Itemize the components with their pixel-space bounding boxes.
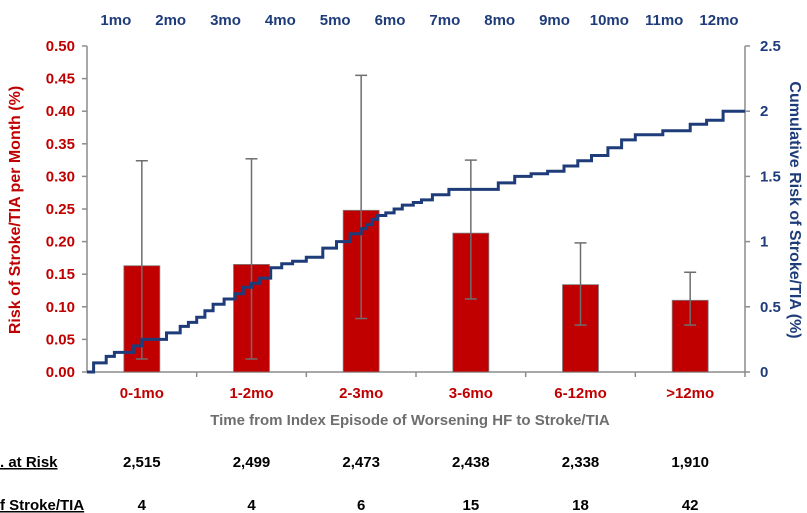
y-left-tick-label: 0.15 <box>46 266 75 283</box>
top-month-label: 1mo <box>100 12 131 29</box>
y-left-tick-label: 0.10 <box>46 299 75 316</box>
y-left-tick-label: 0.35 <box>46 136 75 153</box>
y-right-tick-label: 2.5 <box>760 38 781 55</box>
table-row-label: f Stroke/TIA <box>0 497 84 513</box>
y-right-tick-label: 0 <box>760 364 768 381</box>
y-left-tick-label: 0.30 <box>46 168 75 185</box>
y-axis-left-label: Risk of Stroke/TIA per Month (%) <box>7 86 24 334</box>
table-cell: 2,515 <box>123 454 161 471</box>
table-cell: 4 <box>138 497 147 513</box>
top-month-label: 4mo <box>265 12 296 29</box>
y-left-tick-label: 0.45 <box>46 71 75 88</box>
y-right-tick-label: 1 <box>760 234 768 251</box>
top-month-label: 6mo <box>375 12 406 29</box>
top-month-label: 5mo <box>320 12 351 29</box>
table-cell: 18 <box>572 497 589 513</box>
table-cell: 2,438 <box>452 454 490 471</box>
x-category-label: 0-1mo <box>120 385 164 402</box>
cumulative-risk-line <box>87 109 745 374</box>
top-month-label: 3mo <box>210 12 241 29</box>
x-category-label: 1-2mo <box>229 385 273 402</box>
x-category-label: 3-6mo <box>449 385 493 402</box>
top-month-label: 9mo <box>539 12 570 29</box>
table-cell: 42 <box>682 497 699 513</box>
y-right-tick-label: 1.5 <box>760 168 781 185</box>
top-month-label: 8mo <box>484 12 515 29</box>
x-axis-label: Time from Index Episode of Worsening HF … <box>210 412 610 429</box>
y-right-tick-label: 0.5 <box>760 299 781 316</box>
y-right-tick-label: 2 <box>760 103 768 120</box>
y-left-tick-label: 0.40 <box>46 103 75 120</box>
table-cell: 2,499 <box>233 454 271 471</box>
y-left-tick-label: 0.00 <box>46 364 75 381</box>
top-month-label: 11mo <box>645 12 683 29</box>
table-cell: 2,338 <box>562 454 600 471</box>
table-cell: 1,910 <box>671 454 709 471</box>
top-month-label: 2mo <box>155 12 186 29</box>
table-cell: 2,473 <box>342 454 380 471</box>
table-cell: 15 <box>462 497 479 513</box>
x-category-label: 2-3mo <box>339 385 383 402</box>
x-category-label: >12mo <box>666 385 714 402</box>
top-month-label: 12mo <box>699 12 738 29</box>
table-cell: 4 <box>247 497 256 513</box>
table-cell: 6 <box>357 497 365 513</box>
table-row-label: . at Risk <box>0 454 58 471</box>
top-month-label: 10mo <box>590 12 629 29</box>
y-left-tick-label: 0.20 <box>46 234 75 251</box>
y-left-tick-label: 0.05 <box>46 331 75 348</box>
y-left-tick-label: 0.25 <box>46 201 75 218</box>
top-month-label: 7mo <box>429 12 460 29</box>
y-left-tick-label: 0.50 <box>46 38 75 55</box>
y-axis-right-label: Cumulative Risk of Stroke/TIA (%) <box>786 81 803 338</box>
x-category-label: 6-12mo <box>554 385 607 402</box>
